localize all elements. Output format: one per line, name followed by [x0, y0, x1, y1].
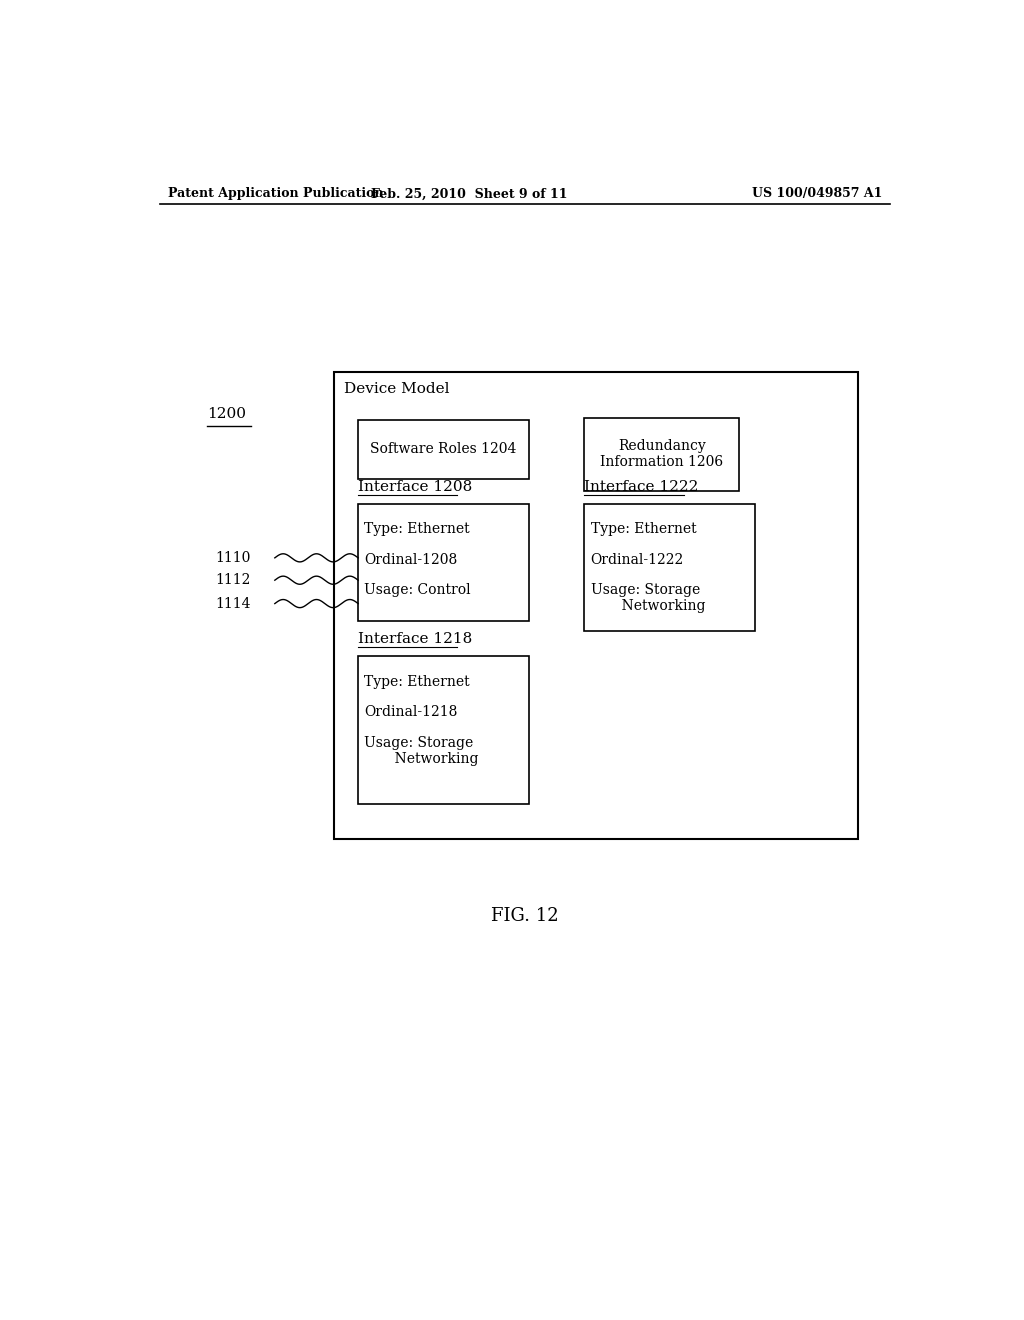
Text: Usage: Control: Usage: Control — [365, 583, 471, 597]
Text: Type: Ethernet: Type: Ethernet — [365, 523, 470, 536]
Text: Type: Ethernet: Type: Ethernet — [591, 523, 696, 536]
Text: Patent Application Publication: Patent Application Publication — [168, 187, 383, 201]
Bar — [334, 372, 858, 840]
Text: Interface 1208: Interface 1208 — [358, 479, 472, 494]
Bar — [358, 656, 528, 804]
Text: US 100/049857 A1: US 100/049857 A1 — [752, 187, 882, 201]
Text: Type: Ethernet: Type: Ethernet — [365, 675, 470, 689]
Text: Software Roles 1204: Software Roles 1204 — [371, 442, 517, 457]
Bar — [585, 417, 739, 491]
Text: Ordinal-1218: Ordinal-1218 — [365, 705, 458, 719]
Text: Ordinal-1208: Ordinal-1208 — [365, 553, 458, 566]
Text: Device Model: Device Model — [344, 381, 450, 396]
Text: Interface 1222: Interface 1222 — [585, 479, 698, 494]
Text: 1200: 1200 — [207, 408, 247, 421]
Bar — [585, 504, 755, 631]
Text: Ordinal-1222: Ordinal-1222 — [591, 553, 684, 566]
Text: Feb. 25, 2010  Sheet 9 of 11: Feb. 25, 2010 Sheet 9 of 11 — [371, 187, 567, 201]
Text: Interface 1218: Interface 1218 — [358, 632, 472, 647]
Text: FIG. 12: FIG. 12 — [490, 907, 559, 924]
Bar — [358, 504, 528, 620]
Text: Usage: Storage
       Networking: Usage: Storage Networking — [365, 735, 479, 766]
Text: Redundancy
Information 1206: Redundancy Information 1206 — [600, 440, 723, 470]
Bar — [358, 420, 528, 479]
Text: 1114: 1114 — [215, 597, 251, 611]
Text: Usage: Storage
       Networking: Usage: Storage Networking — [591, 583, 706, 614]
Text: 1110: 1110 — [216, 550, 251, 565]
Text: 1112: 1112 — [216, 573, 251, 587]
